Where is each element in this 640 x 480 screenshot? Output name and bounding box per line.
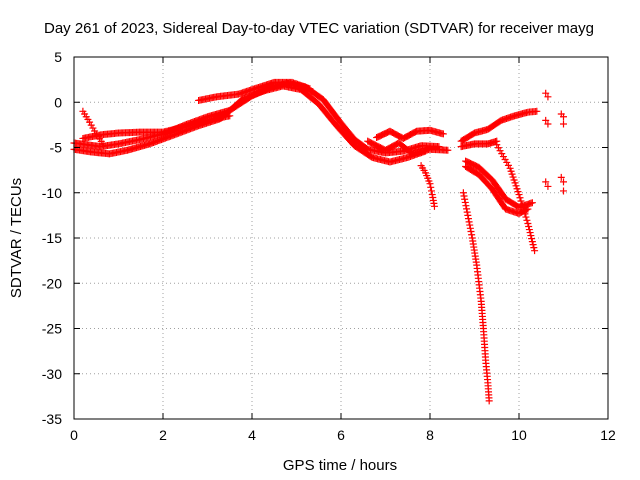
data-point <box>533 107 541 115</box>
data-point <box>466 221 474 229</box>
y-tick-label: -10 <box>42 185 62 201</box>
y-tick-label: -15 <box>42 230 62 246</box>
data-point <box>526 229 534 237</box>
data-point <box>501 155 509 163</box>
data-point <box>86 118 94 126</box>
data-point <box>530 244 538 252</box>
y-tick-label: 0 <box>54 94 62 110</box>
data-point <box>516 194 524 202</box>
data-point <box>560 113 567 121</box>
data-point <box>557 173 565 181</box>
data-point <box>560 178 567 186</box>
data-point <box>427 183 435 191</box>
data-point <box>91 127 99 135</box>
y-tick-label: -35 <box>42 411 62 427</box>
x-tick-label: 0 <box>70 427 78 443</box>
data-point <box>87 121 95 129</box>
data-point <box>464 211 472 219</box>
data-point <box>544 93 552 101</box>
data-point <box>461 198 469 206</box>
data-point <box>520 207 528 215</box>
data-point <box>542 89 550 97</box>
data-point <box>466 224 474 232</box>
data-point <box>531 247 539 255</box>
data-point <box>89 124 97 132</box>
data-point <box>459 189 467 197</box>
data-point <box>542 178 550 186</box>
data-point <box>306 85 314 93</box>
data-point <box>517 197 525 205</box>
data-point <box>494 144 502 152</box>
y-axis-title: SDTVAR / TECUs <box>8 178 25 298</box>
data-point <box>444 146 452 154</box>
y-tick-label: -20 <box>42 275 62 291</box>
x-tick-label: 2 <box>159 427 167 443</box>
data-point <box>493 141 501 149</box>
data-point <box>527 232 535 240</box>
data-point <box>430 202 438 210</box>
data-point <box>460 192 468 200</box>
data-point <box>529 241 537 249</box>
data-point <box>528 199 536 207</box>
data-point <box>525 223 533 231</box>
x-tick-label: 4 <box>248 427 256 443</box>
data-point <box>524 220 532 228</box>
data-point <box>99 140 107 148</box>
x-tick-label: 12 <box>600 427 616 443</box>
x-axis-ticks: 0 2 4 6 8 10 12 <box>70 57 616 443</box>
y-tick-label: -30 <box>42 366 62 382</box>
data-point <box>544 120 552 128</box>
data-point <box>528 235 536 243</box>
data-point <box>462 202 470 210</box>
y-tick-label: 5 <box>54 49 62 65</box>
data-point <box>427 187 435 195</box>
data-point <box>468 231 476 239</box>
data-point <box>426 180 434 188</box>
data-point <box>499 153 507 161</box>
data-point <box>503 158 511 166</box>
data-point <box>525 226 533 234</box>
data-point <box>523 216 531 224</box>
data-point <box>226 112 234 120</box>
data-point <box>544 182 552 190</box>
data-point <box>439 130 447 138</box>
data-point <box>465 218 473 226</box>
data-point <box>528 238 536 246</box>
x-tick-label: 10 <box>511 427 527 443</box>
data-point <box>524 205 532 213</box>
x-tick-label: 6 <box>337 427 345 443</box>
data-point <box>522 213 530 221</box>
y-axis-ticks: 5 0 -5 -10 -15 -20 -25 -30 -35 <box>42 49 608 427</box>
data-point <box>542 116 550 124</box>
data-point <box>504 161 512 169</box>
x-axis-title: GPS time / hours <box>283 457 397 474</box>
data-point <box>463 208 471 216</box>
y-tick-label: -25 <box>42 321 62 337</box>
data-point <box>464 215 472 223</box>
data-point <box>463 205 471 213</box>
y-tick-label: -5 <box>50 140 63 156</box>
data-points <box>70 78 567 405</box>
data-point <box>515 191 523 199</box>
data-point <box>485 397 493 405</box>
data-point <box>461 195 469 203</box>
data-point <box>560 187 567 195</box>
data-point <box>467 228 475 236</box>
data-point <box>498 150 506 158</box>
data-point <box>521 210 529 218</box>
data-point <box>496 147 504 155</box>
x-tick-label: 8 <box>426 427 434 443</box>
data-point <box>518 200 526 208</box>
chart-title: Day 261 of 2023, Sidereal Day-to-day VTE… <box>44 20 594 37</box>
data-point <box>519 203 527 211</box>
data-point <box>560 120 567 128</box>
